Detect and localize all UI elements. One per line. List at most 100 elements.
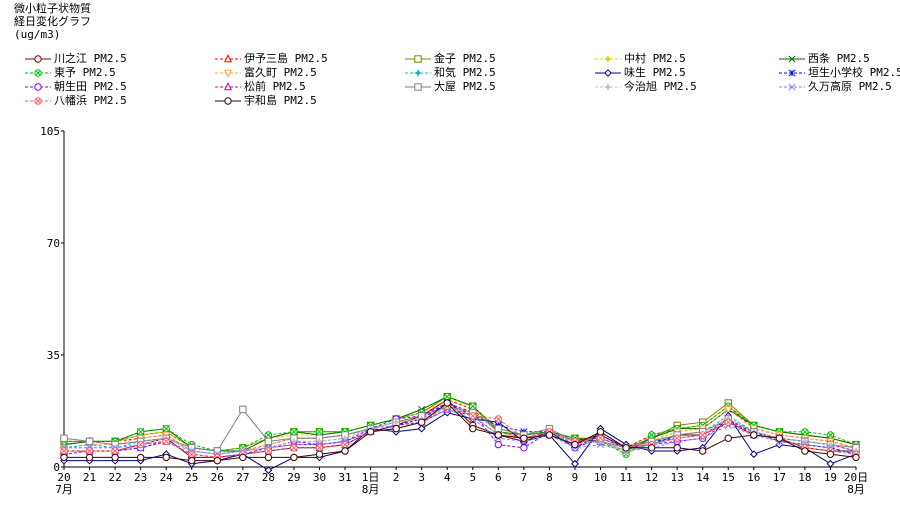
data-point (111, 453, 119, 462)
x-tick-label: 2 (393, 471, 400, 484)
x-tick-label: 23 (134, 471, 147, 484)
data-point (545, 431, 554, 439)
legend-marker (224, 97, 232, 105)
x-tick-label: 5 (469, 471, 476, 484)
legend-marker (788, 55, 796, 63)
legend-marker (34, 69, 42, 77)
legend-marker (414, 69, 422, 77)
data-point (188, 450, 196, 458)
legend-marker (604, 69, 612, 77)
x-tick-label: 8 (546, 471, 553, 484)
legend-swatch (25, 97, 51, 105)
legend-swatch (405, 69, 431, 77)
chart-title: 微小粒子状物質 (14, 2, 91, 15)
legend-marker (223, 54, 233, 63)
chart-title-block: 微小粒子状物質 経日変化グラフ (ug/m3) (14, 2, 91, 41)
data-point (392, 424, 400, 433)
data-point (417, 424, 426, 433)
data-point (60, 434, 68, 442)
legend-swatch (595, 55, 621, 63)
data-point (852, 453, 860, 462)
data-point (673, 444, 681, 452)
data-point (494, 424, 503, 433)
data-point (443, 399, 451, 407)
legend-swatch (25, 69, 51, 77)
series-line (64, 405, 857, 455)
data-point (622, 444, 630, 452)
data-point (724, 406, 733, 415)
legend-swatch (405, 83, 431, 91)
legend-label: 和気 PM2.5 (434, 66, 496, 79)
legend-label: 西条 PM2.5 (808, 52, 870, 65)
data-point (724, 418, 732, 426)
x-tick-label: 22 (108, 471, 121, 484)
legend-label: 金子 PM2.5 (434, 52, 496, 65)
data-point (85, 447, 94, 455)
series-line (64, 408, 857, 455)
data-point (264, 437, 273, 446)
legend-swatch (405, 55, 431, 63)
legend-label: 伊予三島 PM2.5 (244, 52, 328, 65)
x-tick-month-label: 8月 (847, 483, 865, 496)
x-tick-label: 20日 (844, 471, 868, 484)
legend-label: 久万高原 PM2.5 (808, 80, 892, 93)
legend-label: 川之江 PM2.5 (54, 52, 127, 65)
data-point (111, 447, 119, 455)
data-point (699, 447, 707, 455)
data-point (341, 440, 349, 449)
legend-marker (604, 83, 612, 91)
legend-swatch (215, 82, 241, 91)
legend-swatch (215, 97, 241, 105)
x-tick-label: 21 (83, 471, 96, 484)
legend-label: 宇和島 PM2.5 (244, 94, 317, 107)
data-point (826, 431, 835, 439)
data-point (520, 434, 528, 442)
data-point (417, 418, 426, 426)
legend-swatch (25, 55, 51, 63)
legend-swatch (595, 83, 621, 91)
data-point (647, 444, 656, 452)
legend-swatch (25, 83, 51, 91)
x-tick-label: 27 (236, 471, 249, 484)
data-point (315, 444, 324, 452)
series-group (60, 395, 860, 459)
x-tick-label: 1日 (362, 471, 380, 484)
x-tick-label: 19 (824, 471, 837, 484)
x-tick-label: 28 (262, 471, 275, 484)
data-point (239, 405, 247, 414)
data-point (571, 459, 579, 468)
data-point (469, 402, 477, 410)
x-tick-label: 16 (747, 471, 760, 484)
legend-marker (414, 55, 422, 63)
data-point (264, 466, 273, 475)
x-tick-label: 6 (495, 471, 502, 484)
series-line (63, 405, 857, 452)
legend-marker (223, 69, 233, 78)
x-tick-label: 20 (57, 471, 70, 484)
data-point (85, 437, 94, 446)
data-point (136, 453, 145, 462)
x-tick-label: 30 (313, 471, 326, 484)
legend-swatch (595, 69, 621, 77)
data-point (749, 450, 758, 459)
data-point (136, 440, 145, 449)
data-point (162, 453, 170, 462)
legend-swatch (215, 69, 241, 78)
data-point (136, 428, 145, 436)
legend-swatch (779, 55, 805, 63)
x-tick-label: 11 (619, 471, 632, 484)
legend-label: 朝生田 PM2.5 (54, 80, 127, 93)
data-point (290, 444, 298, 452)
data-point (60, 453, 68, 462)
x-tick-label: 29 (287, 471, 300, 484)
data-point (162, 437, 170, 446)
data-point (750, 431, 758, 439)
data-point (290, 428, 298, 436)
legend-label: 東予 PM2.5 (54, 66, 116, 79)
data-point (341, 447, 349, 455)
data-point (826, 450, 835, 458)
legend-swatch (779, 83, 805, 91)
data-point (596, 441, 605, 449)
data-point (520, 444, 528, 452)
x-tick-label: 9 (572, 471, 579, 484)
